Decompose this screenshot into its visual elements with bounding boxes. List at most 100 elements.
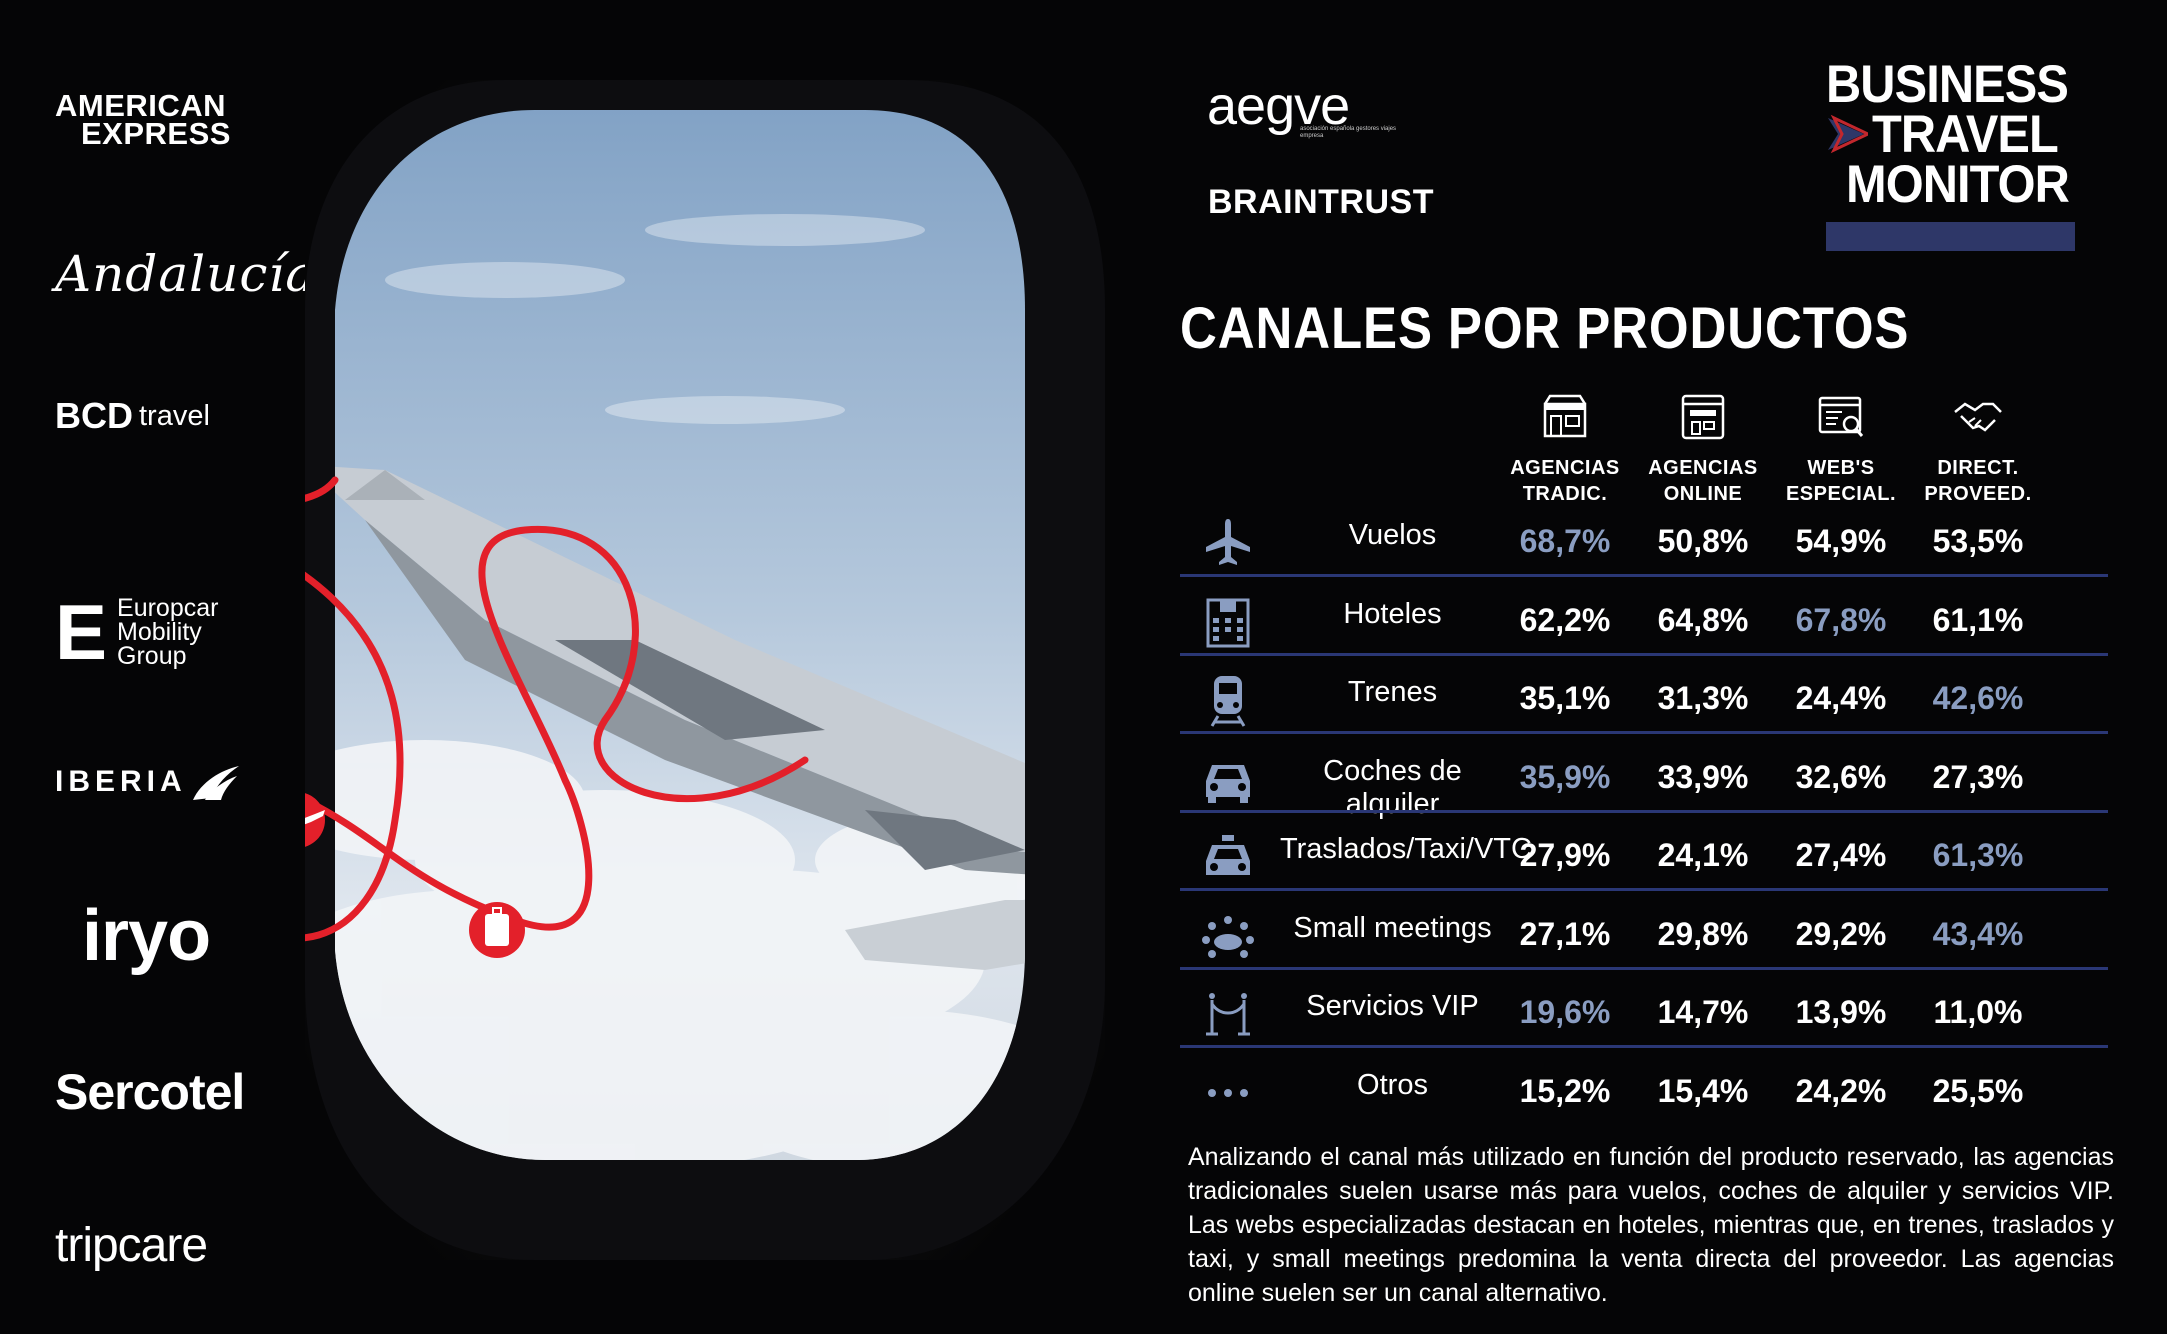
- iberia-text: IBERIA: [55, 765, 187, 798]
- web-search-icon: [1818, 396, 1864, 437]
- row-label: Small meetings: [1293, 911, 1492, 944]
- table-cell: 61,3%: [1932, 837, 2024, 873]
- row-label: Trenes: [1347, 676, 1438, 708]
- online-store-icon: [1681, 394, 1725, 440]
- storefront-icon: [1543, 394, 1587, 438]
- column-header-line2: TRADIC.: [1522, 483, 1608, 505]
- table-cell: 35,1%: [1519, 680, 1611, 716]
- bcd-travel-text: travel: [139, 399, 210, 432]
- row-divider: [1180, 1045, 2108, 1048]
- tripcare-logo: tripcare: [55, 1218, 255, 1273]
- europcar-line2: Mobility: [117, 618, 202, 646]
- table-cell: 67,8%: [1795, 601, 1887, 638]
- american-express-logo: AMERICAN EXPRESS: [55, 88, 255, 151]
- row-divider: [1180, 731, 2108, 734]
- table-cell: 27,1%: [1519, 915, 1611, 952]
- business-travel-monitor-logo: BUSINESS TRAVEL MONITOR: [1826, 55, 2077, 251]
- row-divider: [1180, 888, 2108, 891]
- amex-line2: EXPRESS: [81, 116, 231, 151]
- table-cell: 27,4%: [1795, 837, 1887, 873]
- table-row: Traslados/Taxi/VTC 27,9% 24,1% 27,4% 61,3%: [1180, 821, 2108, 899]
- andalucia-logo: Andalucía: [55, 245, 315, 303]
- table-cell: 62,2%: [1519, 601, 1611, 638]
- column-header-line2: ONLINE: [1663, 483, 1743, 505]
- table-row: Trenes 35,1% 31,3% 24,4% 42,6%: [1180, 664, 2108, 742]
- sponsor-logos: AMERICAN EXPRESS Andalucía BCD travel E …: [0, 0, 315, 1334]
- handshake-icon: [1954, 402, 2002, 432]
- table-row: Small meetings 27,1% 29,8% 29,2% 43,4%: [1180, 900, 2108, 978]
- bcd-text: BCD: [55, 395, 133, 436]
- amex-line1: AMERICAN: [55, 88, 227, 123]
- table-cell: 13,9%: [1795, 994, 1887, 1030]
- aegve-logo: aegve: [1207, 76, 1350, 136]
- btm-line1: BUSINESS: [1826, 55, 2069, 114]
- row-divider: [1180, 652, 2108, 656]
- table-cell: 68,7%: [1519, 523, 1611, 559]
- iryo-text: iryo: [82, 896, 211, 976]
- vip-stanchion-icon: [1206, 993, 1250, 1036]
- europcar-line1: Europcar: [117, 594, 219, 622]
- car-icon: [1206, 764, 1250, 803]
- europcar-mark: E: [55, 588, 108, 676]
- column-header-line2: PROVEED.: [1924, 483, 2032, 505]
- row-divider: [1180, 966, 2108, 970]
- column-header: WEB'S ESPECIAL.: [1776, 455, 1906, 507]
- table-cell: 24,2%: [1795, 1072, 1887, 1109]
- btm-bar: [1826, 222, 2075, 251]
- iryo-logo: iryo: [82, 895, 282, 977]
- table-cell: 24,4%: [1795, 680, 1887, 716]
- table-cell: 15,4%: [1657, 1072, 1749, 1109]
- column-header: AGENCIAS TRADIC.: [1500, 455, 1630, 507]
- sercotel-text: Sercotel: [55, 1064, 245, 1120]
- table-cell: 24,1%: [1657, 837, 1749, 873]
- table-cell: 31,3%: [1657, 680, 1749, 716]
- aegve-tagline: asociación española gestores viajes empr…: [1300, 126, 1397, 139]
- iberia-wing-icon: [192, 766, 239, 800]
- airplane-window-illustration: [305, 80, 1105, 1260]
- europcar-line3: Group: [117, 642, 187, 670]
- iberia-logo: IBERIA: [55, 762, 255, 802]
- table-cell: 33,9%: [1657, 758, 1749, 795]
- table-cell: 64,8%: [1657, 601, 1749, 638]
- table-cell: 29,2%: [1795, 915, 1887, 952]
- table-cell: 53,5%: [1932, 523, 2024, 559]
- row-label: Coches de alquiler: [1323, 754, 1462, 820]
- table-row: Vuelos 68,7% 50,8% 54,9% 53,5%: [1180, 507, 2108, 585]
- andalucia-text: Andalucía: [55, 245, 317, 303]
- row-label: Vuelos: [1348, 519, 1437, 551]
- column-header-line1: AGENCIAS: [1648, 457, 1758, 479]
- meeting-icon: [1202, 915, 1254, 958]
- table-cell: 15,2%: [1519, 1072, 1611, 1109]
- row-label: Otros: [1357, 1068, 1428, 1101]
- braintrust-logo: BRAINTRUST: [1208, 183, 1434, 221]
- table-cell: 35,9%: [1519, 758, 1611, 795]
- table-cell: 29,8%: [1657, 915, 1749, 952]
- table-cell: 25,5%: [1932, 1072, 2024, 1109]
- table-cell: 54,9%: [1795, 523, 1887, 559]
- btm-arrow-icon: [1828, 114, 1868, 154]
- btm-line3: MONITOR: [1846, 155, 2070, 214]
- plane-badge-icon: [305, 793, 325, 847]
- table-cell: 14,7%: [1657, 994, 1749, 1030]
- table-cell: 11,0%: [1933, 994, 2023, 1030]
- table-cell: 42,6%: [1932, 680, 2024, 716]
- chart-title: CANALES POR PRODUCTOS: [1180, 296, 1910, 361]
- hotel-icon: [1206, 598, 1250, 647]
- table-cell: 43,4%: [1932, 915, 2024, 952]
- row-divider: [1180, 574, 2108, 577]
- column-header-line1: DIRECT.: [1937, 457, 2019, 479]
- table-cell: 32,6%: [1795, 758, 1887, 795]
- row-label: Servicios VIP: [1306, 990, 1479, 1022]
- row-label: Hoteles: [1343, 597, 1442, 630]
- luggage-badge-icon: [469, 902, 525, 958]
- table-cell: 27,3%: [1932, 758, 2024, 795]
- bcd-travel-logo: BCD travel: [55, 395, 255, 437]
- table-cell: 61,1%: [1932, 601, 2024, 638]
- column-header: DIRECT. PROVEED.: [1913, 455, 2043, 507]
- table-row: Otros 15,2% 15,4% 24,2% 25,5%: [1180, 1057, 2108, 1135]
- train-icon: [1210, 676, 1246, 727]
- row-divider: [1180, 809, 2108, 813]
- column-header-line2: ESPECIAL.: [1785, 483, 1897, 505]
- tripcare-text: tripcare: [55, 1219, 208, 1272]
- europcar-logo: E Europcar Mobility Group: [55, 592, 255, 672]
